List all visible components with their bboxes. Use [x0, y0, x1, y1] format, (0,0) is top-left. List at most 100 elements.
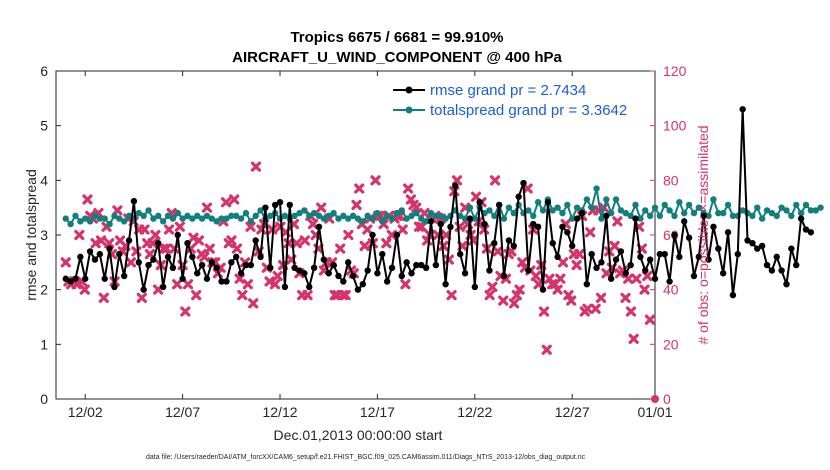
rmse-point	[315, 223, 323, 230]
rmse-point	[651, 275, 659, 282]
rmse-point	[666, 278, 673, 285]
assimilated-point	[237, 290, 248, 301]
y-right-tick-label: 100	[663, 118, 687, 134]
y-left-tick-label: 4	[40, 172, 48, 188]
totalspread-point	[646, 212, 654, 220]
assimilated-point	[541, 344, 552, 355]
totalspread-point	[320, 215, 328, 222]
totalspread-point	[198, 215, 206, 222]
rmse-point	[252, 237, 259, 244]
totalspread-point	[169, 215, 177, 222]
rmse-point	[471, 283, 479, 291]
assimilated-point	[299, 235, 310, 246]
chart-title-line1: Tropics 6675 / 6681 = 99.910%	[290, 29, 503, 46]
assimilated-point	[229, 194, 240, 205]
rmse-point	[379, 250, 386, 258]
assimilated-point	[370, 175, 381, 186]
rmse-point	[719, 270, 727, 277]
totalspread-point	[354, 215, 362, 222]
totalspread-point	[281, 212, 289, 220]
assimilated-point	[264, 276, 275, 287]
rmse-point	[447, 223, 454, 230]
rmse-point	[510, 242, 517, 250]
assimilated-point	[182, 279, 194, 290]
rmse-point	[164, 253, 172, 261]
totalspread-point	[642, 207, 649, 214]
rmse-point	[734, 250, 741, 258]
totalspread-point	[598, 215, 605, 222]
totalspread-point	[593, 185, 600, 192]
rmse-point	[82, 275, 89, 282]
totalspread-point	[637, 215, 644, 222]
assimilated-point	[354, 183, 365, 194]
rmse-point	[325, 270, 332, 277]
rmse-point	[198, 261, 206, 269]
assimilated-point	[628, 333, 639, 344]
assimilated-point	[397, 224, 408, 235]
assimilated-point	[174, 221, 185, 232]
assimilated-point	[269, 279, 281, 290]
rmse-point	[413, 261, 420, 269]
rmse-point	[354, 286, 362, 293]
rmse-point	[632, 215, 639, 222]
totalspread-point	[194, 212, 201, 220]
totalspread-point	[471, 215, 479, 222]
totalspread-point	[705, 212, 712, 220]
assimilated-point	[484, 290, 495, 301]
assimilated-point	[335, 243, 346, 254]
assimilated-point	[79, 284, 90, 295]
x-tick-label: 01/01	[637, 404, 672, 420]
rmse-point	[247, 261, 254, 269]
rmse-point	[710, 223, 717, 230]
totalspread-point	[388, 215, 396, 222]
assimilated-point	[492, 246, 503, 257]
chart-title-line2: AIRCRAFT_U_WIND_COMPONENT @ 400 hPa	[232, 49, 562, 66]
rmse-point	[554, 253, 561, 261]
assimilated-point	[172, 279, 183, 290]
totalspread-point	[612, 196, 620, 203]
rmse-point	[223, 278, 230, 285]
rmse-point	[96, 250, 104, 258]
rmse-point	[788, 245, 795, 252]
rmse-point	[754, 245, 761, 252]
rmse-point	[583, 281, 591, 288]
rmse-point	[135, 259, 142, 266]
assimilated-point	[620, 292, 631, 303]
assimilated-point	[639, 284, 650, 295]
assimilated-point	[302, 290, 313, 301]
totalspread-point	[101, 215, 108, 222]
assimilated-point	[359, 240, 370, 252]
rmse-point	[62, 275, 69, 282]
assimilated-point	[136, 292, 147, 303]
assimilated-point	[242, 279, 253, 290]
totalspread-point	[622, 209, 629, 217]
y-right-tick-label: 0	[663, 391, 671, 407]
totalspread-point	[96, 215, 104, 222]
rmse-point	[116, 250, 123, 258]
totalspread-point	[685, 201, 693, 209]
rmse-point	[768, 267, 776, 274]
totalspread-point	[82, 215, 89, 222]
assimilated-point	[245, 221, 256, 232]
totalspread-point	[549, 207, 556, 214]
y-right-tick-label: 120	[663, 63, 687, 79]
rmse-point	[218, 278, 225, 285]
rmse-point	[515, 193, 522, 200]
assimilated-point	[403, 183, 414, 194]
totalspread-point	[802, 201, 810, 209]
rmse-point	[393, 231, 401, 239]
assimilated-point	[487, 281, 498, 293]
totalspread-point	[729, 212, 737, 220]
totalspread-point	[189, 215, 196, 222]
y-axis-left-label: rmse and totalspread	[23, 169, 39, 301]
rmse-point	[807, 229, 815, 236]
totalspread-point	[671, 212, 678, 220]
assimilated-point	[411, 202, 422, 213]
rmse-point	[564, 229, 571, 236]
totalspread-point	[583, 196, 591, 203]
rmse-point	[627, 261, 634, 269]
totalspread-point	[62, 215, 69, 222]
totalspread-point	[330, 209, 337, 217]
totalspread-point	[179, 215, 186, 222]
